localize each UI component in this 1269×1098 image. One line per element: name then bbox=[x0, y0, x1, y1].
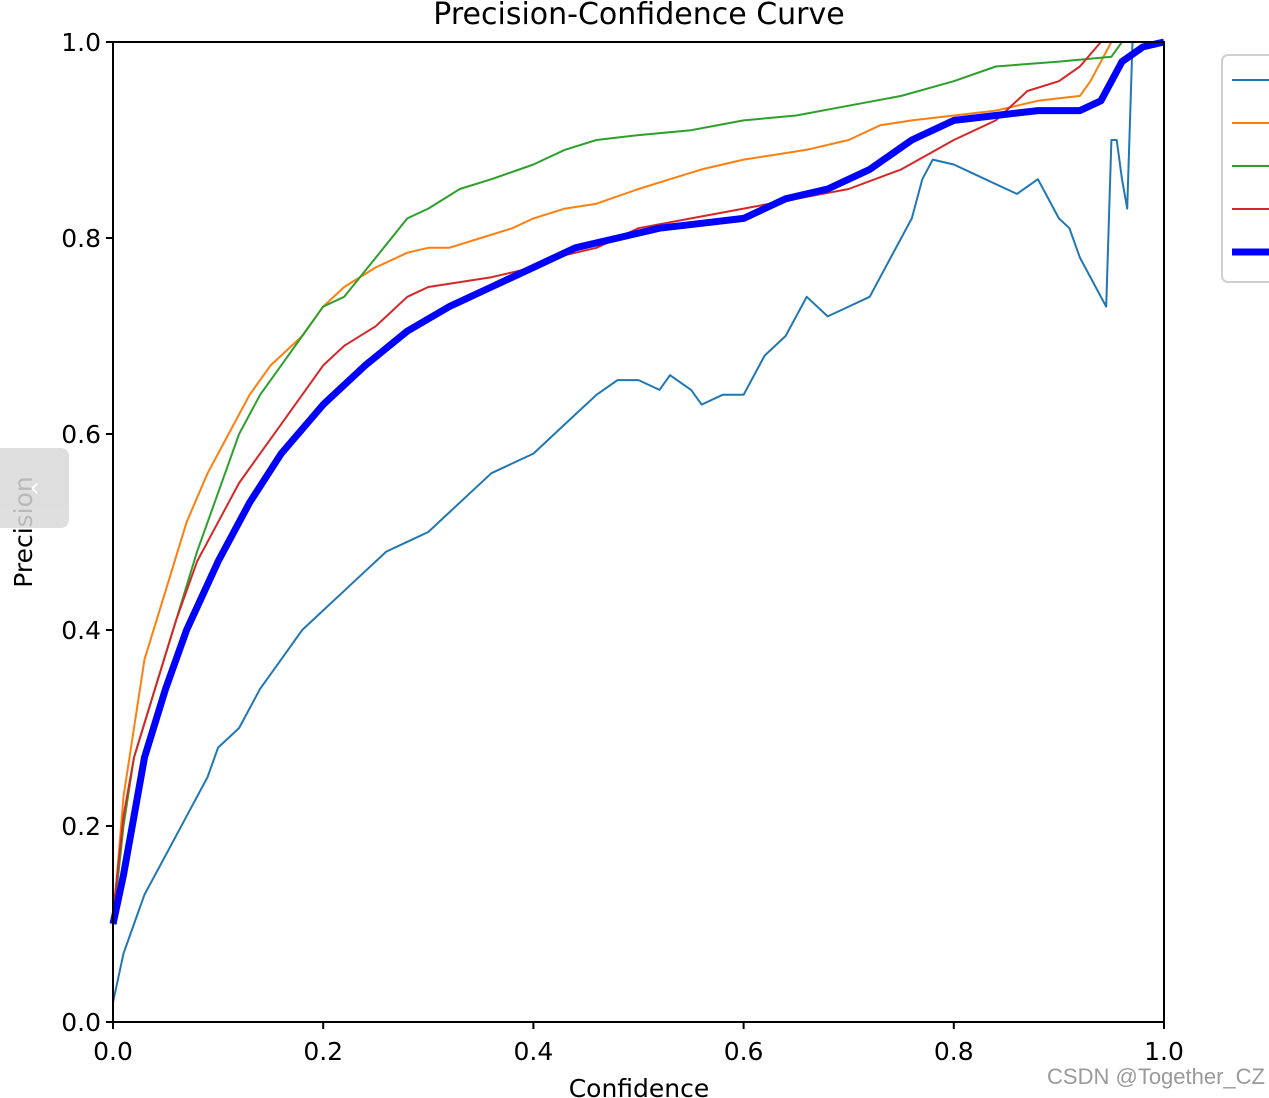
y-tick-label: 0.0 bbox=[61, 1008, 101, 1037]
chevron-left-icon: ‹ bbox=[29, 473, 40, 503]
y-tick-label: 0.8 bbox=[61, 224, 101, 253]
x-tick-label: 0.0 bbox=[93, 1037, 133, 1066]
x-tick-label: 1.0 bbox=[1144, 1037, 1184, 1066]
plot-frame bbox=[112, 41, 1165, 1023]
y-tick-label: 0.6 bbox=[61, 420, 101, 449]
y-tick-label: 0.2 bbox=[61, 812, 101, 841]
series-line-3 bbox=[112, 41, 1164, 925]
series-line-2 bbox=[112, 41, 1164, 925]
y-tick-label: 0.4 bbox=[61, 616, 101, 645]
collapse-sidebar-button[interactable]: ‹ bbox=[0, 448, 69, 528]
series-lines bbox=[109, 38, 1165, 1003]
series-line-5 bbox=[109, 38, 1165, 925]
x-axis-ticks: 0.0 0.2 0.4 0.6 0.8 1.0 bbox=[93, 1022, 1184, 1066]
series-line-1 bbox=[112, 41, 1164, 1003]
series-line-4 bbox=[112, 41, 1164, 915]
x-tick-label: 0.4 bbox=[514, 1037, 554, 1066]
chart-title: Precision-Confidence Curve bbox=[433, 0, 844, 32]
watermark: CSDN @Together_CZ bbox=[1047, 1064, 1265, 1089]
x-tick-label: 0.8 bbox=[934, 1037, 974, 1066]
x-axis-label: Confidence bbox=[569, 1074, 710, 1098]
legend-box bbox=[1221, 54, 1269, 283]
y-tick-label: 1.0 bbox=[61, 28, 101, 57]
x-tick-label: 0.6 bbox=[724, 1037, 764, 1066]
x-tick-label: 0.2 bbox=[303, 1037, 343, 1066]
legend bbox=[1221, 54, 1269, 283]
y-axis-ticks: 0.0 0.2 0.4 0.6 0.8 1.0 bbox=[61, 28, 113, 1037]
